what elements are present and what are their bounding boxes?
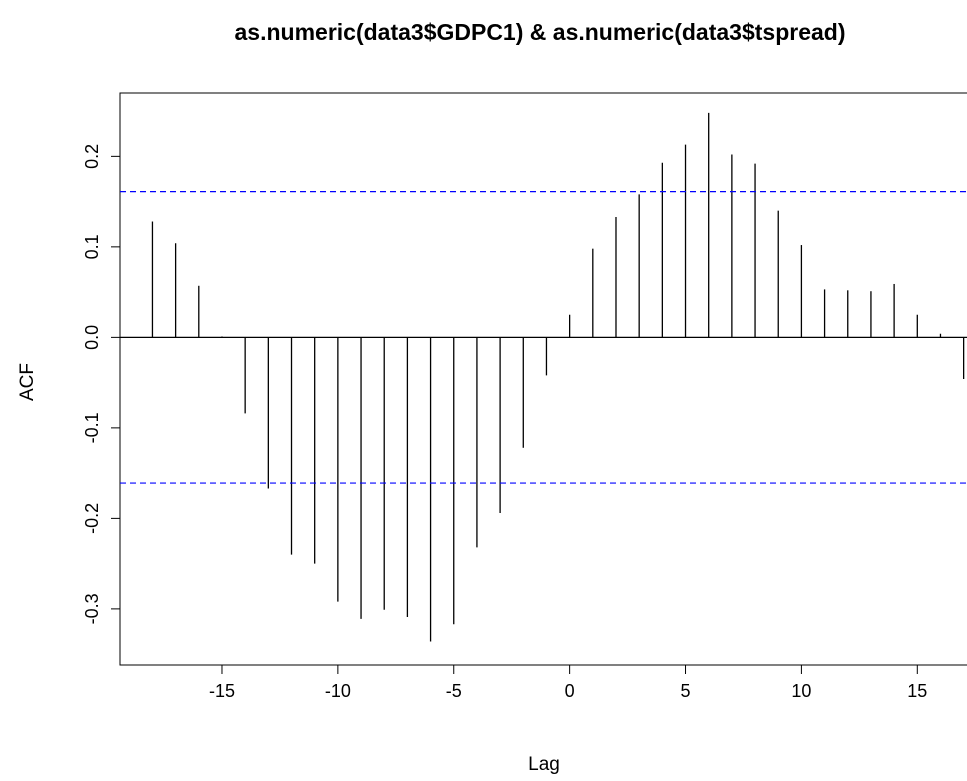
acf-bars — [151, 112, 965, 642]
x-tick-label: -15 — [209, 681, 235, 701]
x-tick-label: 15 — [907, 681, 927, 701]
confidence-bounds — [120, 191, 967, 484]
y-tick-label: 0.1 — [82, 234, 102, 259]
y-axis-label: ACF — [17, 363, 38, 401]
y-tick-label: -0.2 — [82, 503, 102, 534]
y-axis: -0.3 -0.2 -0.1 0.0 0.1 0.2 — [82, 144, 120, 624]
y-tick-label: -0.3 — [82, 593, 102, 624]
y-tick-label: 0.0 — [82, 325, 102, 350]
x-axis-label: Lag — [528, 754, 560, 775]
x-tick-label: -10 — [325, 681, 351, 701]
chart-title: as.numeric(data3$GDPC1) & as.numeric(dat… — [235, 19, 846, 45]
y-tick-label: -0.1 — [82, 412, 102, 443]
y-tick-label: 0.2 — [82, 144, 102, 169]
x-axis: -15 -10 -5 0 5 10 15 — [209, 665, 927, 701]
x-tick-label: 5 — [681, 681, 691, 701]
x-tick-label: -5 — [446, 681, 462, 701]
plot-area — [119, 92, 967, 666]
x-tick-label: 10 — [791, 681, 811, 701]
x-tick-label: 0 — [565, 681, 575, 701]
plot-frame — [119, 92, 967, 666]
